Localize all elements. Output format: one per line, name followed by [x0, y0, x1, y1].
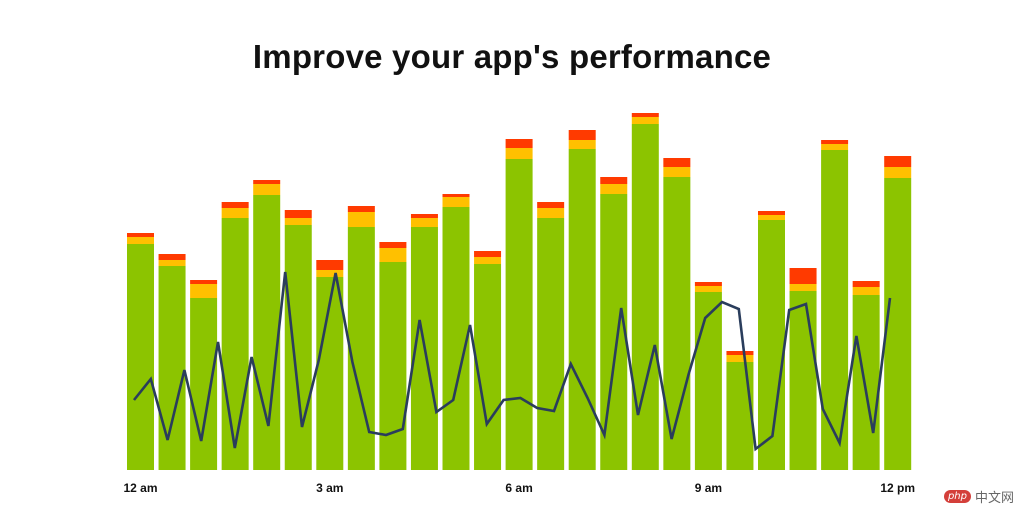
bar-segment-yellow	[347, 212, 375, 227]
bar-segment-yellow	[474, 257, 502, 264]
bar-segment-red	[253, 180, 281, 184]
bar-segment-red	[474, 251, 502, 257]
x-axis-ticks: 12 am 3 am 6 am 9 am 12 pm	[123, 481, 915, 495]
bar-segment-red	[568, 130, 596, 140]
bar-segment-red	[726, 351, 754, 355]
bar-segment-red	[505, 139, 533, 148]
bar-segment-yellow	[694, 286, 722, 292]
bar-segment-yellow	[631, 117, 659, 124]
bar-segment-red	[158, 254, 186, 260]
bar-segment-yellow	[505, 148, 533, 159]
bar-segment-yellow	[379, 248, 407, 262]
bar-segment-red	[663, 158, 691, 167]
bar-segment-yellow	[442, 197, 470, 207]
bar-segment-red	[758, 211, 785, 215]
bar-segment-red	[852, 281, 880, 287]
bar-segment-yellow	[568, 140, 596, 149]
bar-segment-green	[631, 124, 659, 470]
bar-segment-green	[789, 291, 817, 470]
x-tick-label: 6 am	[505, 481, 532, 495]
bar-segment-yellow	[884, 167, 912, 178]
bar-segment-red	[884, 156, 912, 167]
bar-segment-red	[379, 242, 407, 248]
bar-segment-yellow	[663, 167, 691, 177]
bar-segment-red	[190, 280, 218, 284]
line-series	[132, 271, 892, 452]
x-tick-label: 9 am	[695, 481, 722, 495]
bar-segment-green	[379, 262, 407, 470]
bar-segment-green	[663, 177, 691, 470]
bar-segment-green	[284, 225, 312, 470]
bar-segment-yellow	[158, 260, 186, 266]
bar-segment-yellow	[537, 208, 565, 218]
bar-segment-green	[253, 195, 281, 470]
x-tick-label: 12 pm	[880, 481, 915, 495]
bar-segment-yellow	[758, 215, 785, 220]
chart-title: Improve your app's performance	[252, 38, 772, 75]
bar-segment-yellow	[600, 184, 628, 194]
bar-segment-green	[127, 244, 154, 470]
bar-segment-green	[758, 220, 785, 470]
bar-segment-red	[410, 214, 438, 218]
bar-segment-green	[884, 178, 912, 470]
bar-segment-red	[600, 177, 628, 184]
bar-segment-yellow	[789, 284, 817, 291]
bar-segment-red	[316, 260, 344, 270]
bar-segment-green	[852, 295, 880, 470]
bar-segment-yellow	[410, 218, 438, 227]
bar-segment-green	[505, 159, 533, 470]
x-tick-label: 12 am	[123, 481, 157, 495]
bar-segment-yellow	[852, 287, 880, 295]
bar-segment-red	[537, 202, 565, 208]
bar-segment-red	[821, 140, 849, 144]
x-tick-label: 3 am	[316, 481, 343, 495]
bar-segment-green	[158, 266, 186, 470]
bar-segment-red	[347, 206, 375, 212]
bar-segment-red	[127, 233, 154, 237]
bar-segment-green	[694, 292, 722, 470]
bar-segment-green	[726, 362, 754, 470]
bar-segment-yellow	[821, 144, 849, 150]
bar-segment-green	[221, 218, 249, 470]
bar-segment-green	[190, 298, 218, 470]
bar-segment-yellow	[190, 284, 218, 298]
bar-segment-yellow	[253, 184, 281, 195]
bar-segment-yellow	[726, 355, 754, 362]
bars-layer	[127, 113, 912, 470]
watermark: php 中文网	[943, 487, 1014, 506]
bar-segment-green	[568, 149, 596, 470]
bar-segment-red	[789, 268, 817, 284]
bar-segment-green	[442, 207, 470, 470]
php-logo: php	[943, 490, 971, 503]
watermark-text: 中文网	[974, 491, 1014, 506]
bar-segment-red	[221, 202, 249, 208]
bar-segment-red	[284, 210, 312, 218]
bar-segment-green	[347, 227, 375, 470]
bar-segment-yellow	[221, 208, 249, 218]
bar-segment-green	[537, 218, 565, 470]
bar-segment-red	[442, 194, 470, 197]
bar-segment-green	[474, 264, 502, 470]
bar-segment-yellow	[284, 218, 312, 225]
bar-segment-yellow	[316, 270, 344, 277]
bar-segment-yellow	[127, 237, 154, 244]
bar-segment-red	[631, 113, 659, 117]
line-layer	[132, 271, 892, 452]
bar-segment-red	[694, 282, 722, 286]
